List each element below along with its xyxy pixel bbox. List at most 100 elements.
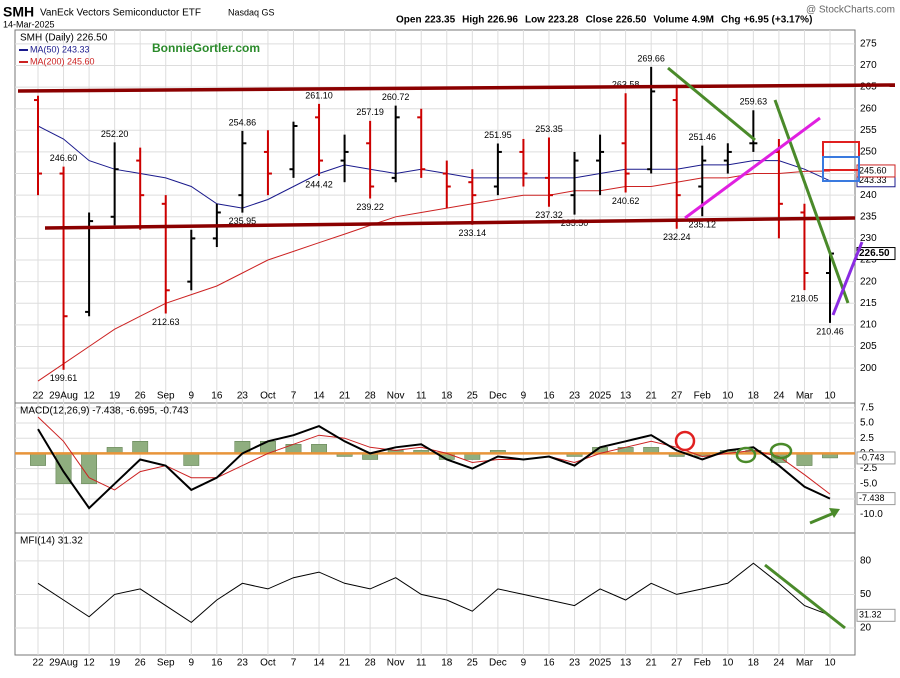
histogram-bar: [132, 441, 149, 454]
x-tick-label: 24: [773, 391, 785, 402]
exchange: Nasdaq GS: [228, 7, 275, 17]
histogram-bar: [796, 453, 813, 466]
x-tick-label: 29Aug: [49, 391, 78, 402]
watermark: BonnieGortler.com: [152, 41, 260, 55]
x-tick-label: 2025: [589, 391, 612, 402]
stat-label: Close: [586, 15, 614, 26]
x-tick-label: 26: [135, 391, 147, 402]
value-tag: 31.32: [859, 610, 882, 620]
x-tick-label: 18: [748, 658, 760, 669]
x-tick-label: 25: [467, 658, 479, 669]
x-tick-label: Mar: [796, 391, 814, 402]
x-tick-label: 2025: [589, 658, 612, 669]
stat-label: Volume: [653, 15, 689, 26]
legend: MACD(12,26,9) -7.438, -6.695, -0.743: [20, 406, 189, 417]
x-tick-label: 18: [441, 391, 453, 402]
drawings: [17, 66, 896, 630]
stat-label: Chg: [721, 15, 740, 26]
stat-value: 226.50: [616, 15, 647, 26]
x-tick-label: 23: [569, 391, 581, 402]
x-tick-label: 7: [291, 391, 297, 402]
x-tick-label: Oct: [260, 391, 276, 402]
stat-value: 223.35: [425, 15, 456, 26]
stat-label: High: [462, 15, 484, 26]
low-label: 239.22: [356, 202, 384, 212]
trend-line: [831, 241, 864, 316]
stat-value: 226.96: [487, 15, 518, 26]
x-tick-label: 9: [189, 658, 195, 669]
trend-line: [764, 563, 846, 630]
low-label: 232.24: [663, 232, 691, 242]
x-tick-label: 22: [32, 658, 44, 669]
stat-label: Low: [525, 15, 545, 26]
x-tick-label: 13: [620, 391, 632, 402]
trend-line: [17, 83, 896, 93]
macd-line: [37, 425, 831, 510]
x-tick-label: 16: [211, 391, 223, 402]
low-label: 235.95: [229, 216, 257, 226]
y-tick-label: 200: [860, 363, 877, 374]
x-tick-label: Feb: [694, 391, 712, 402]
stat-value: 4.9M: [692, 15, 714, 26]
highlight-circle: [735, 446, 757, 464]
x-tick-label: 10: [722, 391, 734, 402]
moving-average: [37, 125, 831, 209]
y-tick-label: 205: [860, 341, 877, 352]
mfi-line: [37, 562, 831, 624]
trend-line: [684, 116, 821, 220]
high-label: 251.46: [688, 132, 716, 142]
x-tick-label: 16: [543, 658, 555, 669]
histogram-bar: [311, 444, 327, 454]
x-tick-label: 12: [84, 391, 96, 402]
low-label: 235.12: [688, 220, 716, 230]
x-tick-label: Nov: [387, 391, 405, 402]
low-label: 237.32: [535, 210, 563, 220]
y-tick-label: 20: [860, 623, 872, 634]
macd-line: [37, 416, 831, 495]
x-tick-label: 28: [365, 391, 377, 402]
x-tick-label: 27: [671, 658, 683, 669]
y-tick-label: 240: [860, 190, 877, 201]
watermark: @ StockCharts.com: [806, 5, 895, 16]
y-tick-label: 250: [860, 147, 877, 158]
y-tick-label: 265: [860, 82, 877, 93]
x-tick-label: 27: [671, 391, 683, 402]
x-tick-label: 10: [722, 658, 734, 669]
x-tick-label: 19: [109, 391, 121, 402]
trend-line: [667, 66, 756, 142]
x-tick-label: 21: [339, 391, 351, 402]
symbol: SMH: [3, 4, 34, 20]
trend-line: [773, 99, 850, 304]
x-tick-label: 10: [824, 658, 836, 669]
y-tick-label: 80: [860, 556, 872, 567]
high-label: 246.60: [50, 153, 78, 163]
y-tick-label: 215: [860, 298, 877, 309]
x-tick-label: 18: [748, 391, 760, 402]
histogram-bar: [285, 444, 302, 454]
y-tick-label: 260: [860, 103, 877, 114]
high-label: 269.66: [637, 53, 665, 63]
x-tick-label: 23: [237, 658, 249, 669]
x-tick-label: 21: [646, 391, 658, 402]
y-tick-label: 270: [860, 60, 877, 71]
x-tick-label: 12: [84, 658, 96, 669]
moving-average: [37, 170, 831, 382]
x-tick-label: 14: [313, 391, 325, 402]
high-label: 252.20: [101, 129, 129, 139]
x-tick-label: 21: [646, 658, 658, 669]
legend-entry: MA(50) 243.33: [30, 44, 90, 54]
y-tick-label: 255: [860, 125, 877, 136]
stat-value: +6.95 (+3.17%): [743, 15, 812, 26]
x-tick-label: 23: [237, 391, 249, 402]
x-tick-label: 9: [521, 658, 527, 669]
price-tag: 243.33: [859, 175, 887, 185]
x-tick-label: 16: [211, 658, 223, 669]
trend-line: [44, 216, 856, 230]
x-tick-label: 23: [569, 658, 581, 669]
x-tick-label: Mar: [796, 658, 814, 669]
histogram-bar: [81, 453, 98, 485]
y-tick-label: 230: [860, 233, 877, 244]
histogram-bar: [183, 453, 200, 466]
y-tick-label: 275: [860, 38, 877, 49]
x-tick-label: 10: [824, 391, 836, 402]
